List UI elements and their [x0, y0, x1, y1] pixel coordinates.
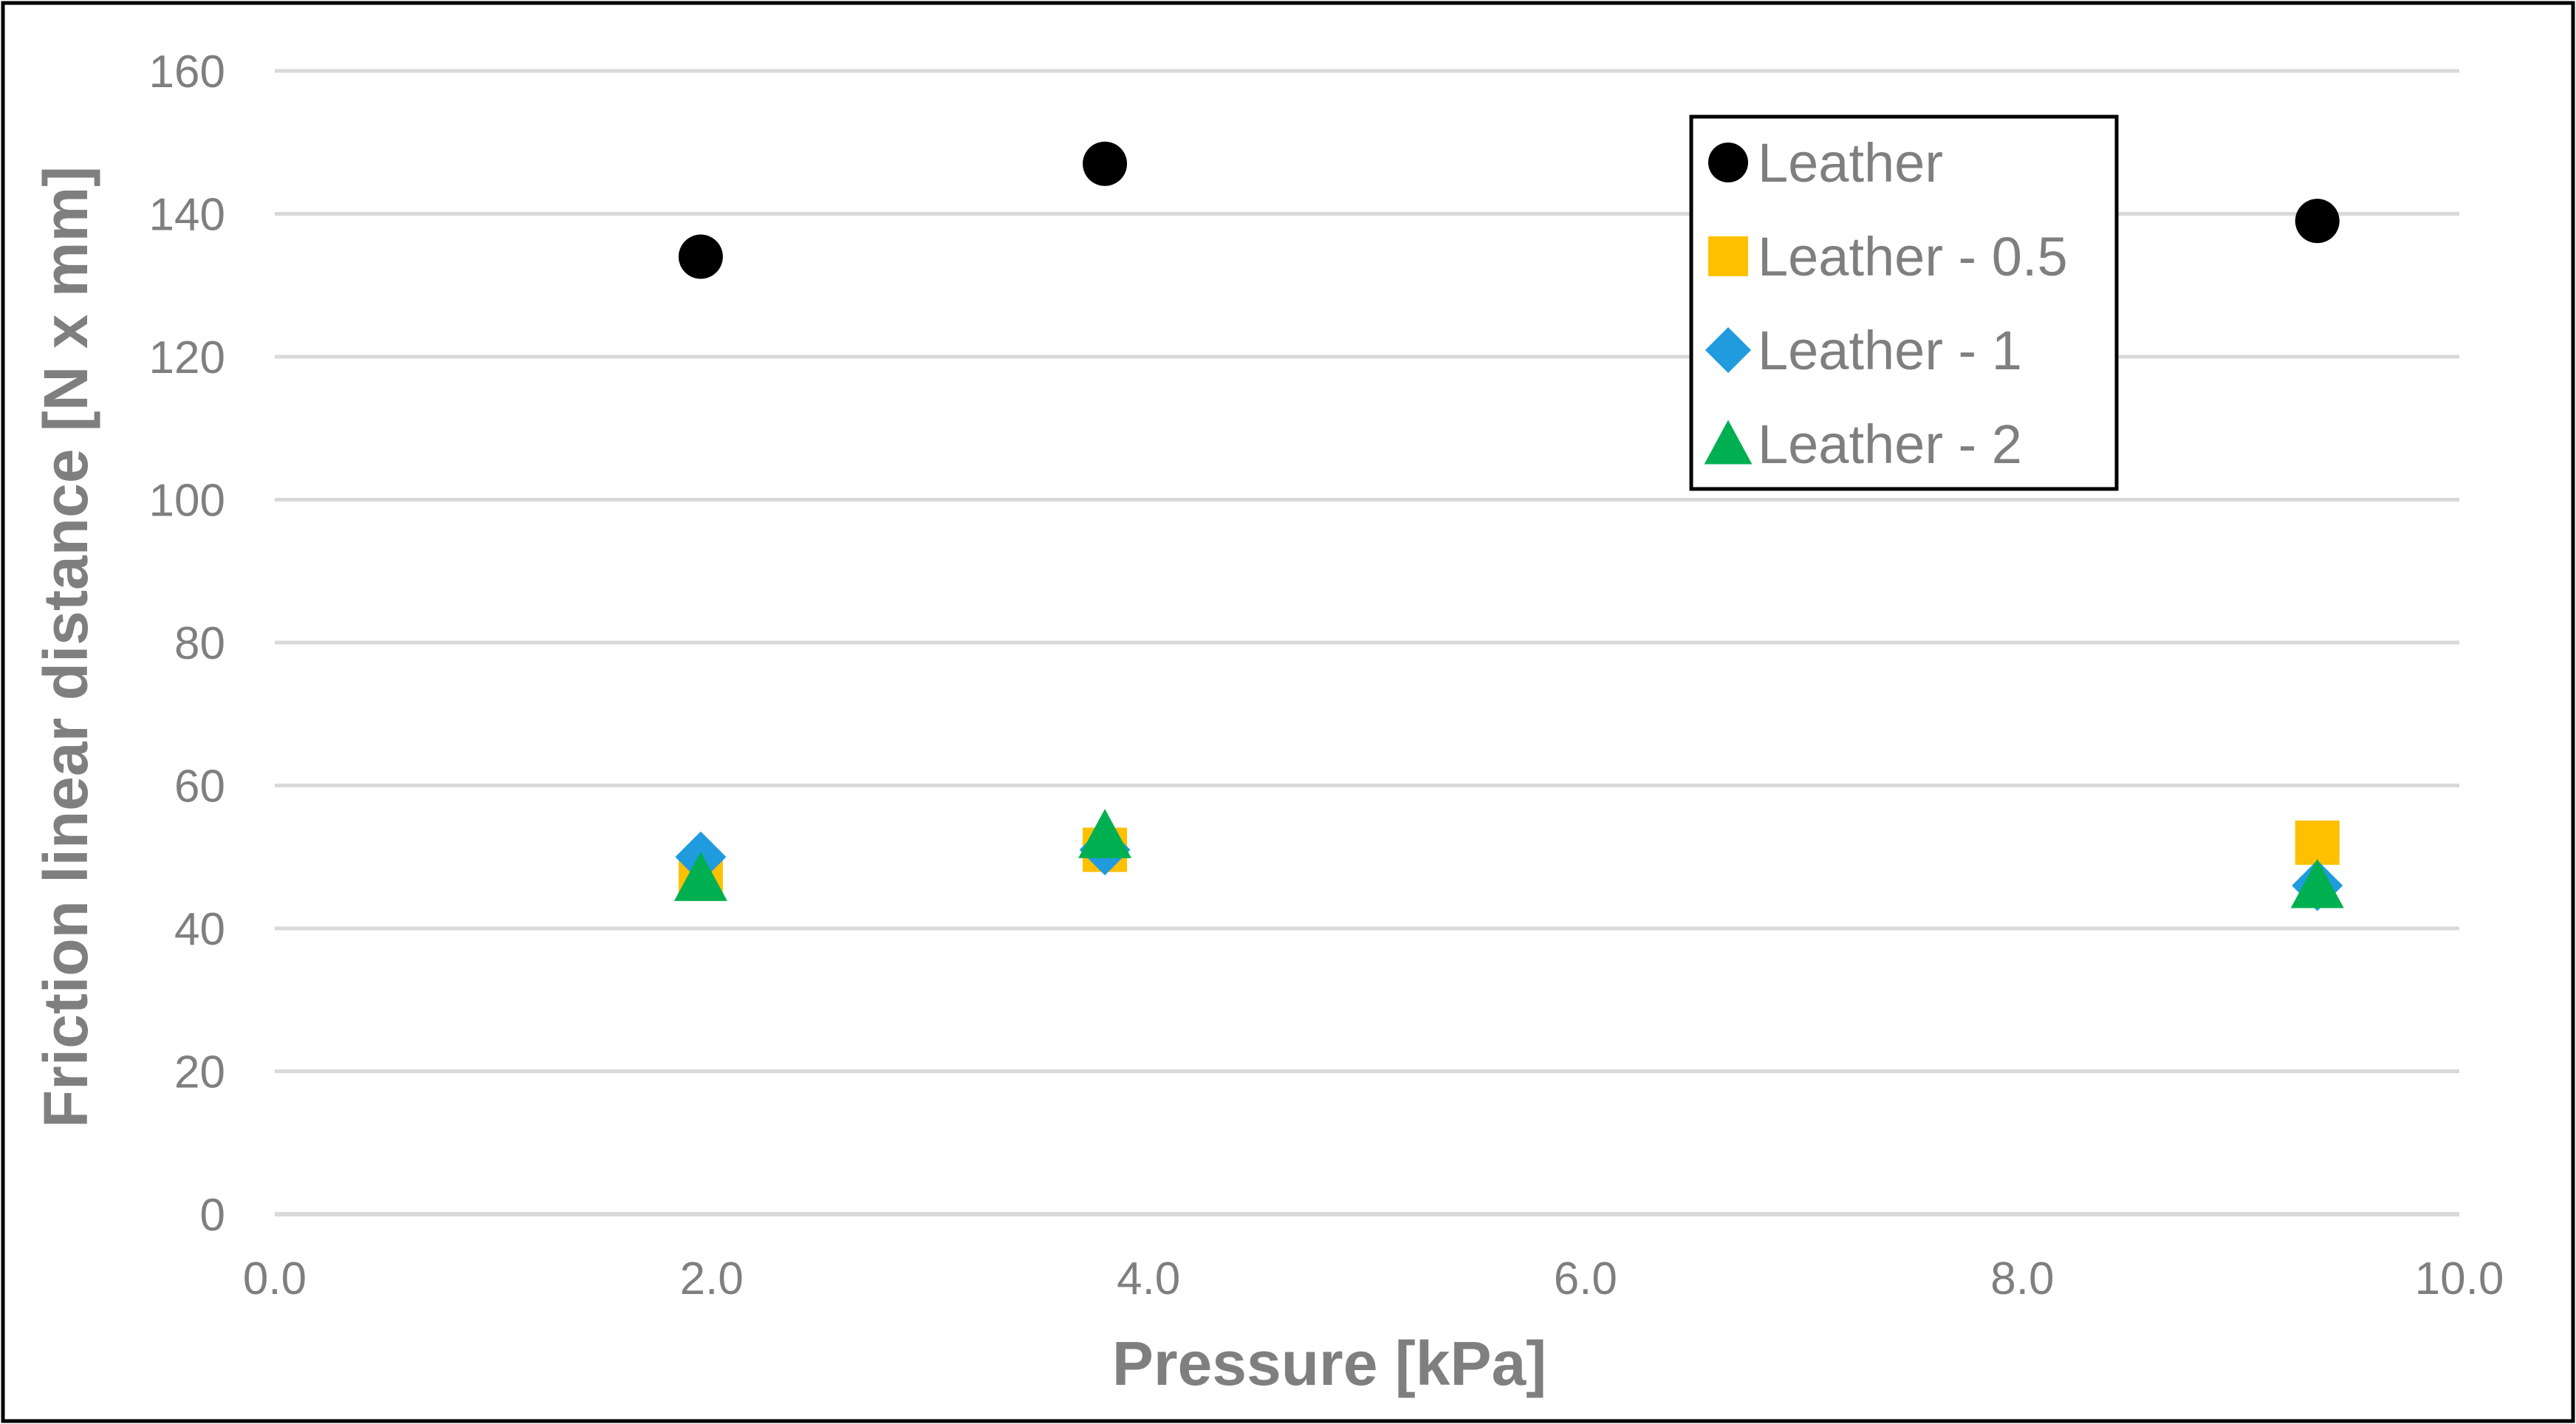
data-point-square: [2295, 820, 2340, 865]
y-tick-label: 0: [200, 1190, 225, 1241]
x-tick-label: 10.0: [2415, 1253, 2504, 1304]
legend-marker-circle: [1708, 143, 1748, 182]
legend-box: [1689, 114, 2119, 491]
legend-label: Leather - 1: [1758, 320, 2022, 381]
x-axis-title: Pressure [kPa]: [1112, 1329, 1546, 1398]
legend: Leather Leather - 0.5 Leather - 1 Leather -…: [1689, 114, 2119, 491]
x-tick-label: 2.0: [679, 1253, 743, 1304]
y-tick-label: 140: [149, 190, 225, 241]
y-tick-label: 60: [174, 761, 225, 812]
y-tick-label: 160: [149, 47, 225, 97]
legend-label: Leather - 2: [1758, 414, 2022, 475]
x-tick-label: 0.0: [243, 1253, 306, 1304]
legend-marker-triangle: [1704, 420, 1753, 465]
x-tick-label: 8.0: [1990, 1253, 2054, 1304]
y-tick-label: 40: [174, 904, 225, 955]
data-point-triangle: [1078, 809, 1132, 858]
x-tick-label: 6.0: [1554, 1253, 1617, 1304]
data-markers: [674, 141, 2344, 911]
x-axis-ticks: 0.0 2.0 4.0 6.0 8.0 10.0: [243, 1253, 2504, 1304]
legend-marker-square: [1708, 236, 1748, 276]
data-point-circle: [1083, 141, 1128, 186]
y-tick-label: 80: [174, 618, 225, 669]
data-point-triangle: [2290, 858, 2344, 908]
legend-marker-diamond: [1705, 326, 1752, 374]
x-tick-label: 4.0: [1117, 1253, 1180, 1304]
data-point-circle: [678, 234, 723, 279]
y-tick-label: 100: [149, 476, 225, 527]
legend-label: Leather: [1758, 132, 1943, 194]
y-axis-ticks: 0 20 40 60 80 100 120 140 160: [149, 47, 225, 1241]
legend-label: Leather - 0.5: [1758, 226, 2068, 287]
data-point-circle: [2295, 199, 2340, 244]
data-point-triangle: [674, 852, 727, 901]
y-tick-label: 20: [174, 1047, 225, 1098]
y-axis-title: Friction linear distance [N x mm]: [31, 166, 100, 1128]
y-tick-label: 120: [149, 332, 225, 383]
